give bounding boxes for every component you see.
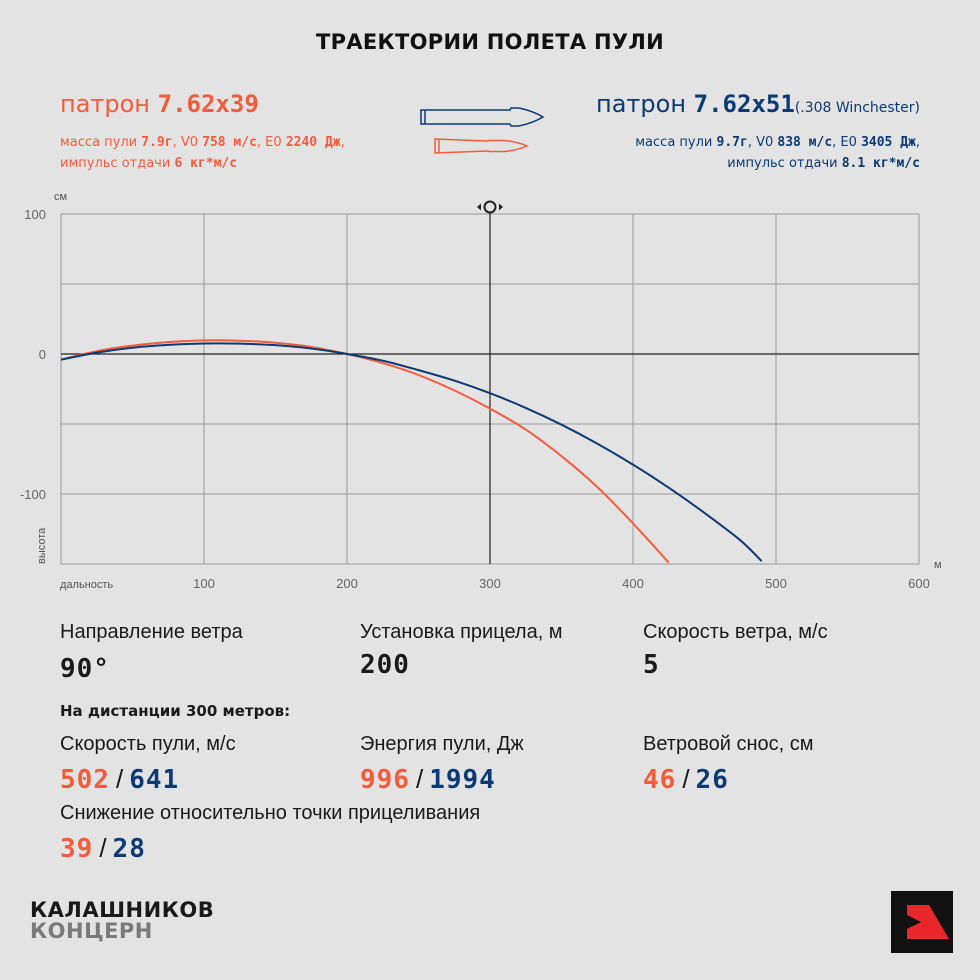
wind-direction-label: Направление ветра — [60, 621, 243, 643]
spec-text: импульс отдачи — [727, 156, 842, 171]
spec-v0: 838 м/с — [777, 135, 833, 150]
cartridge-right-suffix: (.308 Winchester) — [794, 100, 920, 116]
cartridge-right-spec-line1: масса пули 9.7г, V0 838 м/с, E0 3405 Дж, — [635, 132, 920, 153]
spec-text: импульс отдачи — [60, 156, 175, 171]
cartridge-right-prefix: патрон — [596, 90, 694, 118]
drop-7-62x51: 28 — [112, 834, 146, 864]
spec-text: масса пули — [635, 135, 717, 150]
series-line-7.62x39 — [61, 339, 670, 564]
value-separator: / — [682, 764, 690, 794]
value-separator: / — [415, 764, 424, 794]
velocity-7-62x51: 641 — [129, 765, 180, 795]
bullet-7-62x51-icon — [420, 107, 545, 127]
logo-text-line2: КОНЦЕРН — [30, 919, 153, 943]
cartridge-right-specs: масса пули 9.7г, V0 838 м/с, E0 3405 Дж,… — [635, 132, 920, 174]
page-title: ТРАЕКТОРИИ ПОЛЕТА ПУЛИ — [316, 30, 664, 54]
cartridge-left-name: патрон 7.62x39 — [60, 90, 259, 118]
x-tick-label: 100 — [193, 576, 215, 591]
chart-axis-labels: см м дальность высота 100 0 -100 100 200 300 4… — [20, 191, 942, 591]
sight-setting-label: Установка прицела, м — [360, 621, 563, 643]
spec-e0: 3405 Дж — [861, 135, 916, 150]
bullet-7-62x39-icon — [434, 138, 529, 154]
cartridge-right-name: патрон 7.62x51(.308 Winchester) — [596, 90, 920, 118]
sight-ring — [483, 200, 497, 214]
sight-marker-icon — [477, 200, 503, 214]
drop-7-62x39: 39 — [60, 834, 94, 864]
x-tick-label: 200 — [336, 576, 358, 591]
spec-text: , V0 — [747, 135, 778, 150]
y-tick-label: 100 — [24, 207, 46, 222]
x-tick-label: 300 — [479, 576, 501, 591]
energy-7-62x39: 996 — [360, 765, 410, 795]
cartridge-right-spec-line2: импульс отдачи 8.1 кг*м/с — [635, 153, 920, 174]
spec-text: масса пули — [60, 135, 142, 150]
value-separator: / — [99, 833, 107, 863]
spec-impulse: 8.1 кг*м/с — [841, 156, 920, 171]
x-tick-label: 400 — [622, 576, 644, 591]
energy-values: 996/1994 — [360, 764, 496, 795]
cartridge-left-specs: масса пули 7.9г, V0 758 м/с, E0 2240 Дж,… — [60, 132, 345, 174]
sight-setting-value: 200 — [360, 650, 410, 680]
velocity-label: Скорость пули, м/с — [60, 733, 236, 755]
arrow-right-icon — [499, 203, 503, 211]
arrow-left-icon — [477, 203, 481, 211]
wind-speed-value: 5 — [643, 650, 660, 680]
spec-mass: 9.7г — [716, 135, 748, 150]
velocity-values: 502/641 — [60, 764, 179, 795]
wind-drift-label: Ветровой снос, см — [643, 733, 814, 755]
spec-e0: 2240 Дж — [285, 135, 341, 150]
spec-text: , E0 — [256, 135, 286, 150]
drop-label: Снижение относительно точки прицеливания — [60, 802, 481, 824]
x-axis-label: дальность — [60, 579, 113, 591]
drop-values: 39/28 — [60, 833, 146, 864]
distance-note: На дистанции 300 метров: — [60, 702, 291, 720]
cartridge-left-spec-line2: импульс отдачи 6 кг*м/с — [60, 153, 345, 174]
y-tick-label: 0 — [39, 347, 46, 362]
chart-series — [61, 339, 763, 564]
cartridge-left-prefix: патрон — [60, 90, 158, 118]
trajectory-chart: см м дальность высота 100 0 -100 100 200 300 4… — [20, 191, 942, 591]
chart-grid — [60, 206, 920, 565]
value-separator: / — [115, 764, 124, 794]
spec-impulse: 6 кг*м/с — [174, 156, 238, 171]
spec-text: , E0 — [832, 135, 862, 150]
spec-text: , — [340, 135, 345, 150]
y-axis-label: высота — [36, 527, 48, 564]
spec-text: , V0 — [172, 135, 203, 150]
wind-speed-label: Скорость ветра, м/с — [643, 621, 828, 643]
logo-text-line1: КАЛАШНИКОВ — [30, 898, 215, 922]
energy-7-62x51: 1994 — [429, 765, 496, 795]
energy-label: Энергия пули, Дж — [360, 733, 524, 755]
cartridge-left-spec-line1: масса пули 7.9г, V0 758 м/с, E0 2240 Дж, — [60, 132, 345, 153]
spec-text: , — [915, 135, 920, 150]
velocity-7-62x39: 502 — [60, 765, 110, 795]
spec-mass: 7.9г — [141, 135, 173, 150]
drift-7-62x51: 26 — [695, 765, 729, 795]
cartridge-left-caliber: 7.62x39 — [157, 90, 259, 118]
x-tick-label: 600 — [908, 576, 930, 591]
y-tick-label: -100 — [20, 487, 46, 502]
wind-direction-value: 90° — [60, 654, 110, 684]
drift-7-62x39: 46 — [643, 765, 677, 795]
y-axis-unit: см — [54, 191, 67, 203]
kalashnikov-k-logo-icon — [891, 891, 953, 953]
bullets-illustration — [420, 107, 545, 154]
cartridge-right-caliber: 7.62x51 — [693, 90, 795, 118]
series-line-7.62x51 — [61, 342, 763, 562]
wind-drift-values: 46/26 — [643, 764, 729, 795]
spec-v0: 758 м/с — [202, 135, 257, 150]
x-axis-unit: м — [934, 559, 942, 571]
x-tick-label: 500 — [765, 576, 787, 591]
